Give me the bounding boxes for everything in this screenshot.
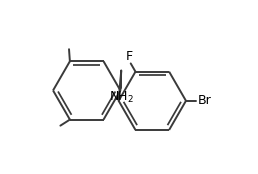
Text: NH$_2$: NH$_2$ bbox=[109, 90, 134, 105]
Text: F: F bbox=[126, 50, 133, 63]
Text: Br: Br bbox=[197, 94, 211, 107]
